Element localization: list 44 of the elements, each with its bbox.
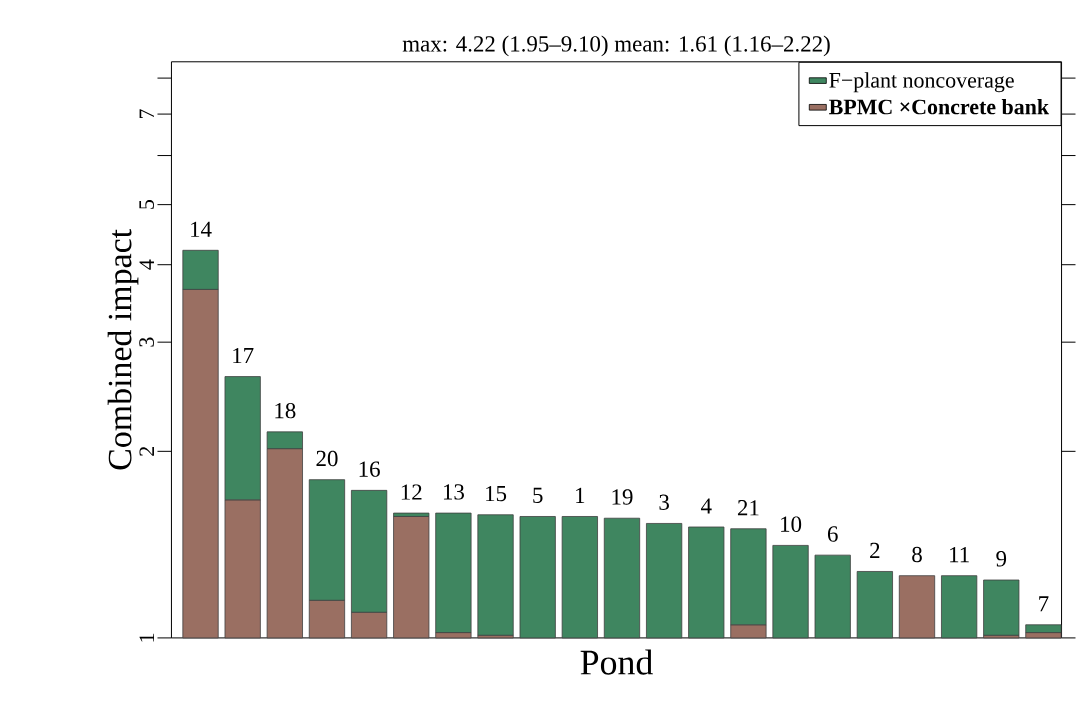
y-tick-label: 7: [139, 109, 154, 119]
x-tick-label: 20: [316, 450, 338, 467]
legend-label: F−plant noncoverage: [829, 72, 1014, 93]
x-tick-label: 11: [950, 547, 969, 563]
x-tick-label: 9: [996, 551, 1007, 567]
x-tick-label: 3: [659, 494, 669, 511]
x-tick-label: 5: [533, 487, 543, 504]
bar: [561, 516, 598, 639]
x-tick-label: 15: [486, 486, 507, 502]
x-tick-label: 18: [275, 403, 296, 419]
bar: [477, 514, 514, 636]
y-tick-label: 4: [139, 259, 154, 270]
x-tick-label: 8: [912, 546, 922, 563]
bar: [646, 523, 683, 639]
y-tick-label: 2: [139, 447, 154, 457]
y-tick-label: 5: [139, 200, 154, 209]
x-tick-label: 19: [612, 489, 633, 505]
y-tick-label: 1: [139, 633, 154, 642]
chart-title: max: 4.22 (1.95–9.10) mean: 1.61 (1.16–2.22): [402, 35, 830, 57]
y-tick-label: 3: [139, 337, 154, 347]
y-axis-title: Combined impact: [107, 229, 139, 470]
x-tick-label: 2: [870, 542, 880, 559]
bar: [941, 575, 978, 639]
bar: [688, 526, 725, 639]
x-axis-title: Pond: [580, 649, 653, 675]
bar: [519, 516, 556, 639]
x-tick-label: 4: [700, 498, 712, 514]
bar: [983, 579, 1020, 636]
bar: [603, 517, 641, 639]
x-tick-label: 6: [827, 526, 838, 542]
bar: [772, 545, 809, 639]
x-tick-label: 21: [737, 500, 759, 516]
bar: [393, 516, 430, 639]
x-tick-label: 17: [233, 348, 254, 364]
bar: [814, 554, 851, 639]
x-tick-label: 16: [359, 461, 380, 478]
legend-label: BPMC ×Concrete bank: [829, 99, 1050, 115]
x-tick-label: 14: [191, 221, 212, 237]
x-tick-label: 13: [443, 484, 464, 500]
x-tick-label: 1: [576, 488, 585, 504]
x-tick-label: 10: [781, 516, 802, 533]
bar: [856, 571, 893, 639]
x-tick-label: 12: [401, 484, 422, 500]
bar: [898, 575, 936, 639]
